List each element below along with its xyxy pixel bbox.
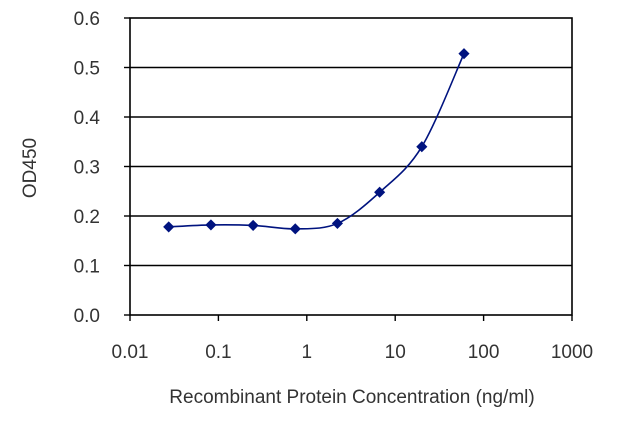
data-point-1 bbox=[205, 219, 217, 231]
y-tick-label: 0.3 bbox=[74, 158, 100, 179]
y-tick-label: 0.4 bbox=[74, 108, 101, 129]
y-tick-label: 0.2 bbox=[74, 207, 100, 228]
series-line bbox=[168, 53, 465, 230]
y-tick-label: 0.0 bbox=[74, 306, 100, 327]
series-layer bbox=[163, 48, 470, 235]
data-point-0 bbox=[163, 221, 175, 233]
y-axis-title: OD450 bbox=[20, 138, 41, 198]
data-point-4 bbox=[331, 217, 343, 229]
y-tick-label: 0.6 bbox=[74, 9, 100, 30]
y-axis-ticks: 0.0 0.1 0.2 0.3 0.4 0.5 0.6 bbox=[74, 9, 130, 327]
x-axis-ticks: 0.01 0.1 1 10 100 1000 bbox=[112, 315, 593, 363]
data-point-5 bbox=[374, 186, 386, 198]
data-point-6 bbox=[416, 141, 428, 153]
x-axis-title: Recombinant Protein Concentration (ng/ml… bbox=[169, 387, 534, 408]
y-tick-label: 0.1 bbox=[74, 257, 100, 278]
data-point-7 bbox=[458, 48, 470, 60]
x-tick-label: 0.01 bbox=[112, 342, 149, 363]
x-tick-label: 1000 bbox=[551, 342, 593, 363]
x-tick-label: 100 bbox=[468, 342, 500, 363]
x-tick-label: 1 bbox=[302, 342, 313, 363]
data-point-3 bbox=[289, 223, 301, 235]
x-tick-label: 10 bbox=[385, 342, 406, 363]
data-point-2 bbox=[247, 219, 259, 231]
x-tick-label: 0.1 bbox=[205, 342, 231, 363]
y-tick-label: 0.5 bbox=[74, 59, 100, 80]
grid-lines bbox=[130, 66, 572, 267]
